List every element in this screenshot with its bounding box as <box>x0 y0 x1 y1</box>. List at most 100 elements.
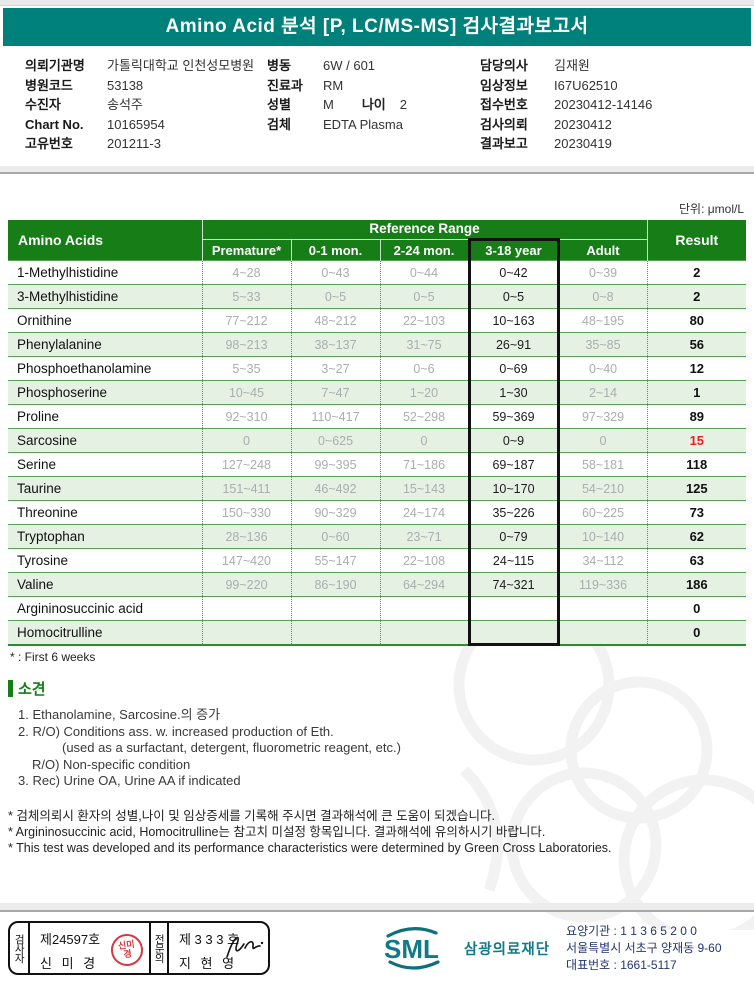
amino-acid-name: Phosphoserine <box>8 380 202 405</box>
table-row: Argininosuccinic acid 0 <box>8 596 747 621</box>
reference-range-value: 92~310 <box>201 404 291 429</box>
findings-line: 2. R/O) Conditions ass. w. increased pro… <box>18 723 334 739</box>
reference-range-value <box>379 596 469 621</box>
reference-range-value: 151~411 <box>201 476 291 501</box>
reference-range-value: 0~43 <box>290 260 380 285</box>
patient-info-section: 의뢰기관명 가톨릭대학교 인천성모병원 병원코드 53138 수진자 송석주 Chart N… <box>0 46 754 154</box>
result-value: 0 <box>646 596 747 621</box>
reference-range-value: 10~170 <box>467 476 560 501</box>
result-value: 2 <box>646 260 747 285</box>
patient-field-label: 병원코드 <box>25 77 73 93</box>
amino-acid-name: Sarcosine <box>8 428 202 453</box>
col-header-reference-range: Reference Range <box>202 219 648 240</box>
reference-range-value: 24~115 <box>467 548 560 573</box>
reference-range-value: 1~20 <box>379 380 469 405</box>
reference-range-value: 0 <box>201 428 291 453</box>
reference-range-value: 22~108 <box>379 548 469 573</box>
reference-range-value: 64~294 <box>379 572 469 597</box>
reference-range-value: 38~137 <box>290 332 380 357</box>
patient-info-col3: 담당의사 김재원 임상정보 I67U62510 접수번호 20230412-14146 검사… <box>480 56 754 154</box>
reference-range-value: 15~143 <box>379 476 469 501</box>
patient-field-value: 20230412-14146 <box>554 97 653 112</box>
patient-field-row: 의뢰기관명 가톨릭대학교 인천성모병원 <box>25 56 267 76</box>
result-value: 73 <box>646 500 747 525</box>
reference-range-value: 86~190 <box>290 572 380 597</box>
reference-range-value: 22~103 <box>379 308 469 333</box>
patient-field-value: 송석주 <box>107 97 143 112</box>
patient-field-label: 검체 <box>267 116 291 132</box>
reference-range-value: 0~69 <box>467 356 560 381</box>
patient-info-col2: 병동 6W / 601 진료과 RM 성별 M 나이 2 검체 EDTA Plasma <box>267 56 480 154</box>
findings-line: (used as a surfactant, detergent, fluoro… <box>62 740 401 755</box>
reference-range-value: 0~6 <box>379 356 469 381</box>
findings-title: 소견 <box>18 681 46 698</box>
reference-range-value: 0 <box>557 428 648 453</box>
note-line: * 검체의뢰시 환자의 성별,나이 및 임상증세를 기록해 주시면 결과해석에 … <box>8 808 496 823</box>
result-value: 62 <box>646 524 747 549</box>
amino-acid-name: 1-Methylhistidine <box>8 260 202 285</box>
organization-info: 요양기관 : 1 1 3 6 5 2 0 0 서울특별시 서초구 양재동 9-60… <box>566 923 721 974</box>
patient-field-label: 접수번호 <box>480 97 528 112</box>
patient-field-label: 담당의사 <box>480 58 528 73</box>
organization-info-line: 서울특별시 서초구 양재동 9-60 <box>566 940 722 955</box>
reference-range-value: 10~140 <box>557 524 648 549</box>
patient-field-label: 의뢰기관명 <box>25 58 85 73</box>
reference-range-value: 0~5 <box>467 284 560 309</box>
patient-field-row: 결과보고 20230419 <box>480 134 754 154</box>
reference-range-value: 0~40 <box>557 356 648 381</box>
result-value: 80 <box>646 308 747 333</box>
reference-range-value: 35~226 <box>467 500 560 525</box>
findings-line: 3. Rec) Urine OA, Urine AA if indicated <box>18 773 241 788</box>
report-notes: * 검체의뢰시 환자의 성별,나이 및 임상증세를 기록해 주시면 결과해석에 … <box>8 808 754 856</box>
col-header-premature: Premature* <box>201 239 291 261</box>
result-value: 186 <box>646 572 747 597</box>
amino-acid-name: Valine <box>8 572 202 597</box>
result-value: 89 <box>646 404 747 429</box>
sml-logo-icon: SML <box>384 927 440 970</box>
specialist-name: 지 현 영 <box>178 956 238 971</box>
amino-acid-name: Phenylalanine <box>8 332 202 357</box>
examiner-license-no: 제24597호 <box>40 932 101 947</box>
reference-range-value: 127~248 <box>201 452 291 477</box>
reference-range-value: 110~417 <box>290 404 380 429</box>
organization-block: SML 삼광의료재단 요양기관 : 1 1 3 6 5 2 0 0 서울특별시 서… <box>378 923 722 974</box>
patient-field-row: 담당의사 김재원 <box>480 56 754 76</box>
amino-acid-name: Argininosuccinic acid <box>8 596 202 621</box>
reference-range-value: 0~44 <box>379 260 469 285</box>
note-line: * Argininosuccinic acid, Homocitrulline는… <box>8 824 546 839</box>
reference-range-value: 97~329 <box>557 404 648 429</box>
findings-lines: 1. Ethanolamine, Sarcosine.의 증가 2. R/O) C… <box>8 707 754 790</box>
table-row: Ornithine 77~212 48~212 22~103 10~163 48~195 8… <box>8 308 747 333</box>
reference-range-value: 34~112 <box>557 548 648 573</box>
table-row: Threonine 150~330 90~329 24~174 35~226 60~225… <box>8 500 747 525</box>
reference-range-value: 5~35 <box>201 356 291 381</box>
reference-range-value <box>290 620 380 646</box>
reference-range-value <box>557 596 648 621</box>
patient-field-row: 성별 M 나이 2 <box>267 95 480 115</box>
reference-range-value: 26~91 <box>467 332 560 357</box>
reference-range-value: 7~47 <box>290 380 380 405</box>
reference-range-value: 74~321 <box>467 572 560 597</box>
top-page-strip <box>0 0 754 6</box>
amino-acid-table: Amino Acids Reference Range Result Prema… <box>8 219 747 646</box>
patient-field-value: RM <box>323 77 344 93</box>
reference-range-value: 48~212 <box>290 308 380 333</box>
first-6-weeks-footnote: * : First 6 weeks <box>10 650 96 664</box>
reference-range-value: 28~136 <box>201 524 291 549</box>
table-row: Serine 127~248 99~395 71~186 69~187 58~181 118 <box>8 452 747 477</box>
patient-field-label: 병동 <box>267 58 291 73</box>
reference-range-value: 0~79 <box>467 524 560 549</box>
patient-field-row: 검사의뢰 20230412 <box>480 115 754 135</box>
reference-range-value: 35~85 <box>557 332 648 357</box>
table-row: 1-Methylhistidine 4~28 0~43 0~44 0~42 0~39 2 <box>8 260 747 285</box>
amino-acid-name: Ornithine <box>8 308 202 333</box>
table-row: Phosphoethanolamine 5~35 3~27 0~6 0~69 0~40 12 <box>8 356 747 381</box>
result-value: 125 <box>646 476 747 501</box>
patient-field-value: 6W / 601 <box>323 58 376 73</box>
amino-table-body: 1-Methylhistidine 4~28 0~43 0~44 0~42 0~39 2 3-… <box>8 260 747 646</box>
reference-range-value: 0~42 <box>467 260 560 285</box>
specialist-cell: 제 3 3 3 호 지 현 영 <box>169 923 268 973</box>
patient-field-value: M <box>323 97 334 112</box>
patient-field-label: 성별 <box>267 97 291 112</box>
patient-field-row: 임상정보 I67U62510 <box>480 76 754 96</box>
